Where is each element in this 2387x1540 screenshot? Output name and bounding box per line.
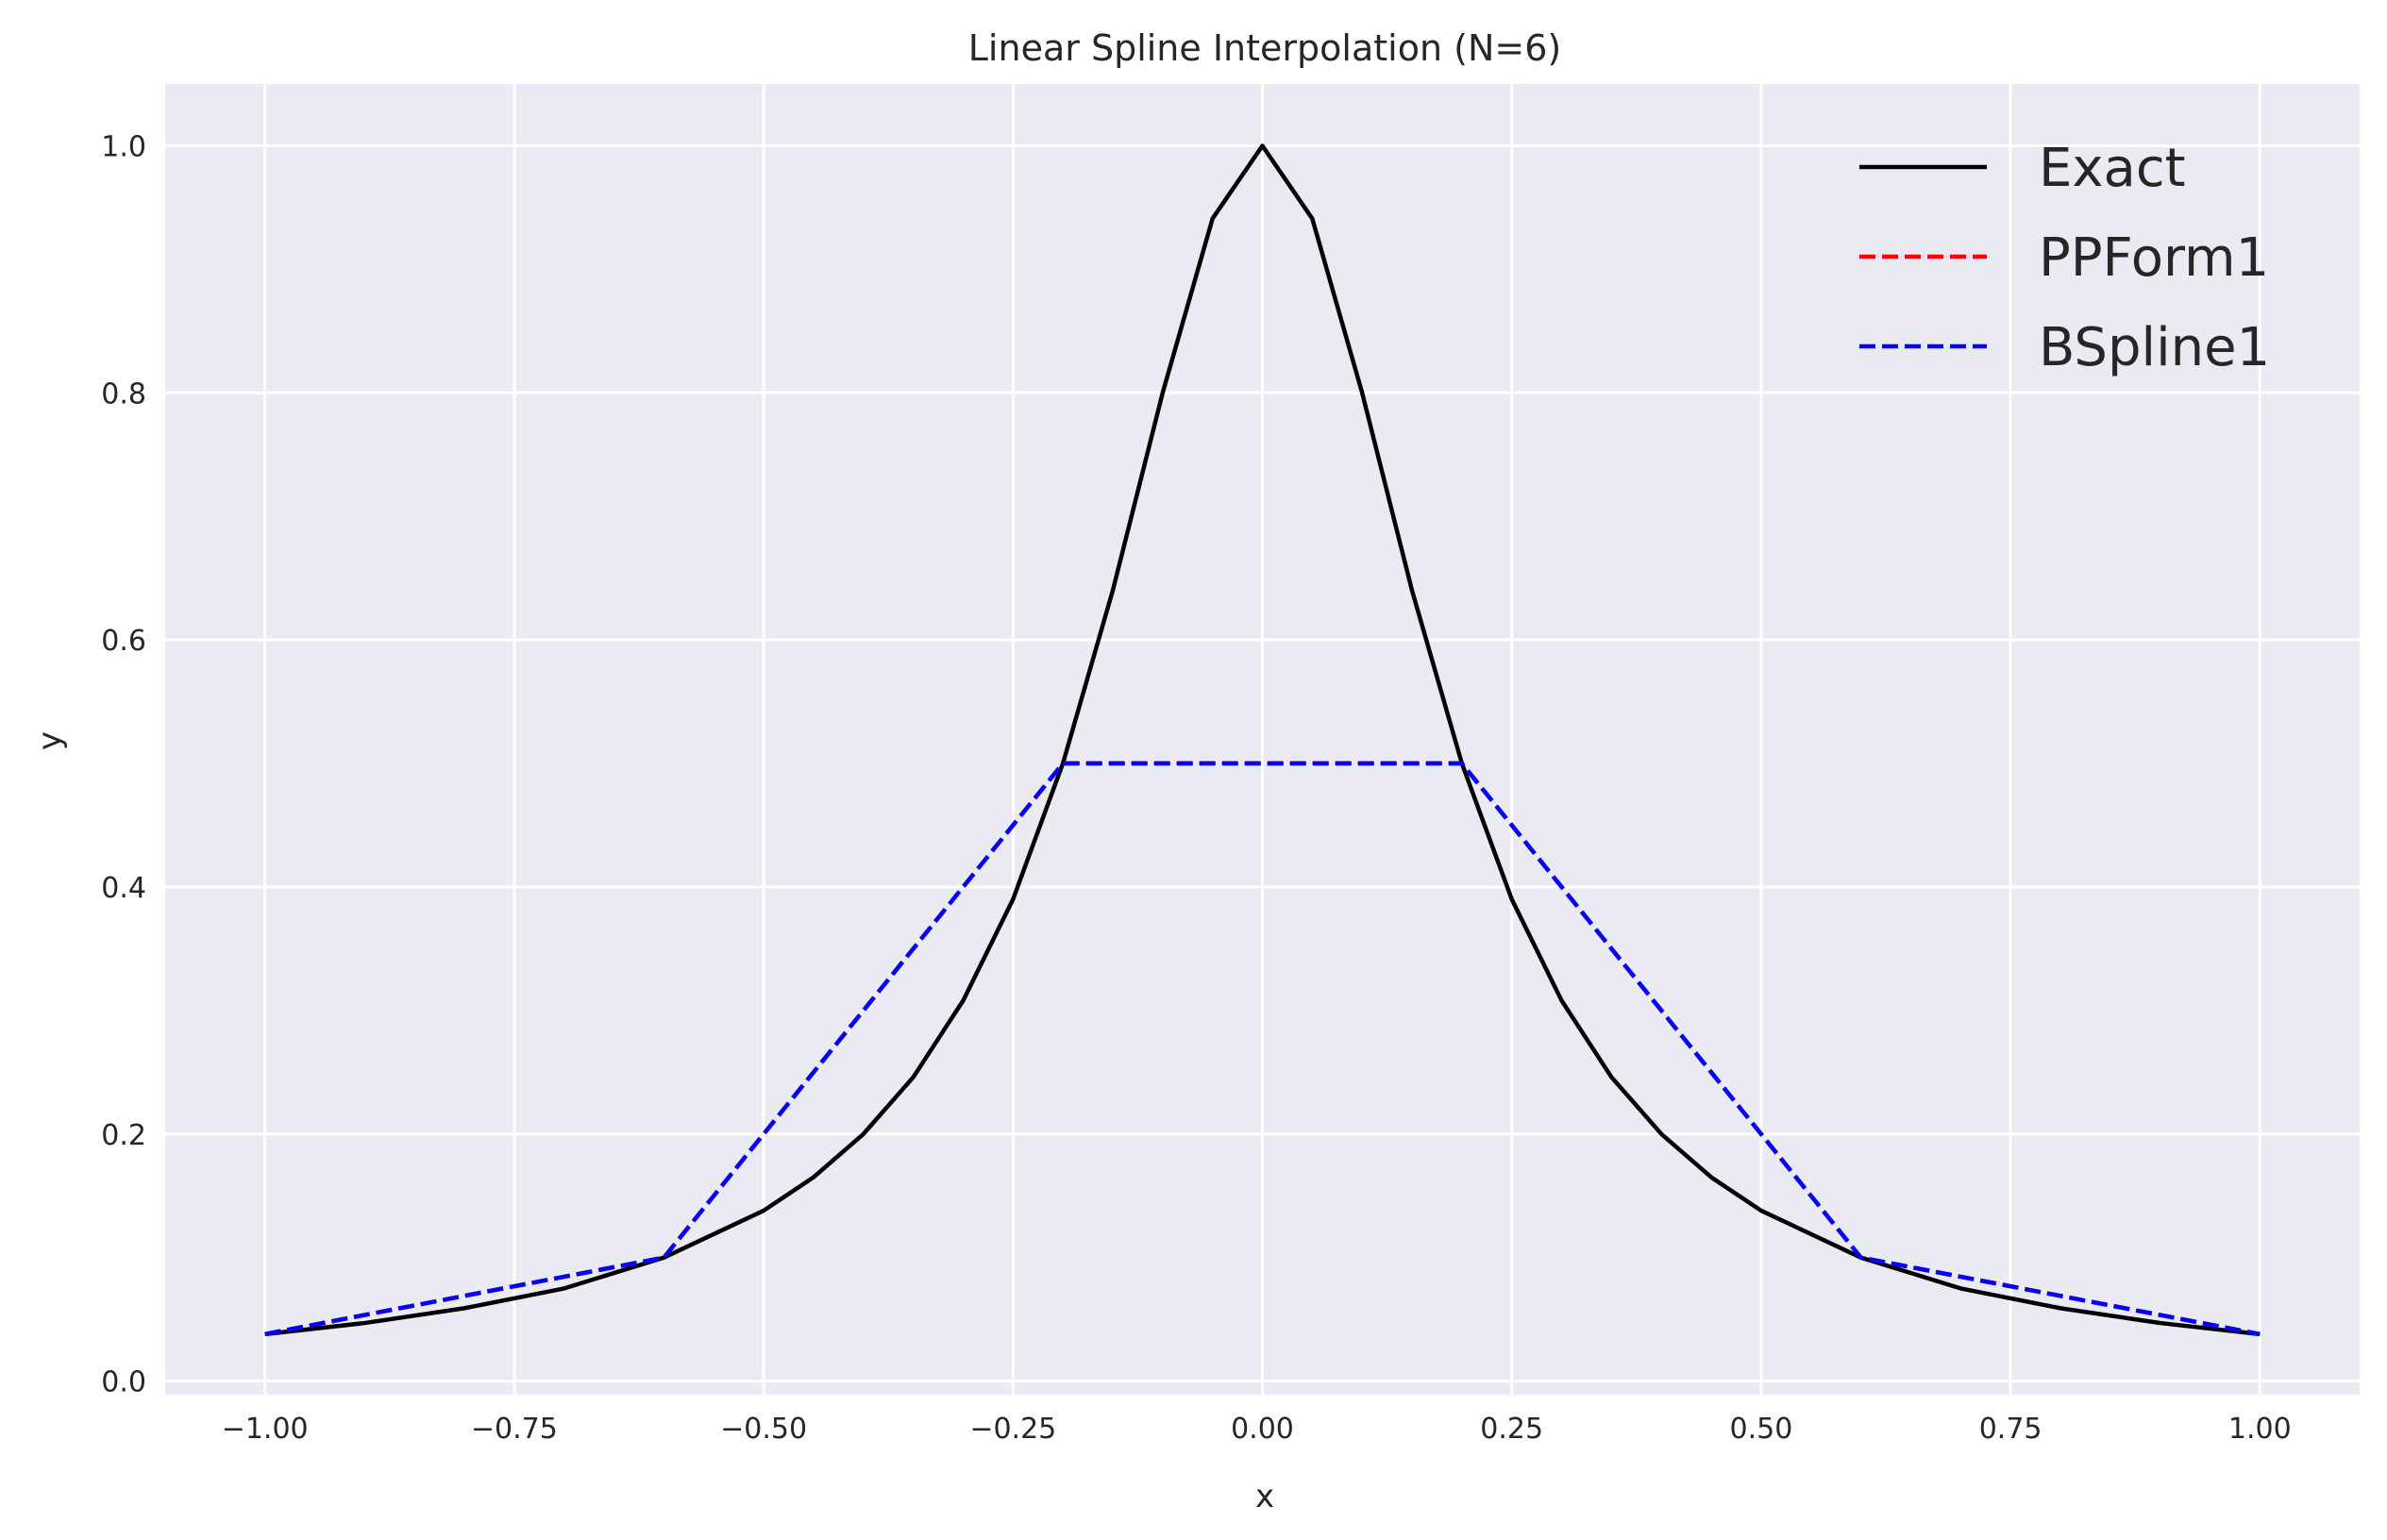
- y-tick-label: 0.6: [101, 625, 146, 658]
- y-tick-label: 0.2: [101, 1119, 146, 1152]
- x-tick-label: 0.25: [1480, 1413, 1543, 1446]
- series-group: [264, 143, 2261, 1337]
- y-tick-label: 0.0: [101, 1366, 146, 1399]
- legend: Exact PPForm1 BSpline1: [1859, 138, 2270, 378]
- x-tick-labels: −1.00 −0.75 −0.50 −0.25 0.00 0.25 0.50 0.75 1.00: [222, 1413, 2292, 1446]
- x-tick-label: −0.75: [471, 1413, 558, 1446]
- x-tick-label: −1.00: [222, 1413, 309, 1446]
- y-tick-label: 0.4: [101, 872, 146, 905]
- x-tick-label: 0.50: [1730, 1413, 1793, 1446]
- y-tick-label: 1.0: [101, 130, 146, 163]
- series-line-exact: [264, 143, 2261, 1337]
- legend-label-ppform1: PPForm1: [2039, 227, 2269, 289]
- y-tick-labels: 0.0 0.2 0.4 0.6 0.8 1.0: [101, 130, 146, 1398]
- legend-label-bspline1: BSpline1: [2039, 317, 2270, 378]
- x-axis-label: x: [1255, 1478, 1274, 1515]
- legend-label-exact: Exact: [2039, 138, 2186, 199]
- chart-title: Linear Spline Interpolation (N=6): [968, 27, 1561, 69]
- series-line-bspline1: [264, 761, 2261, 1337]
- x-tick-label: −0.50: [720, 1413, 807, 1446]
- y-axis-label: y: [31, 731, 69, 750]
- x-tick-label: 1.00: [2228, 1413, 2292, 1446]
- y-tick-label: 0.8: [101, 377, 146, 410]
- x-tick-label: −0.25: [969, 1413, 1056, 1446]
- x-tick-label: 0.00: [1231, 1413, 1294, 1446]
- x-tick-label: 0.75: [1979, 1413, 2042, 1446]
